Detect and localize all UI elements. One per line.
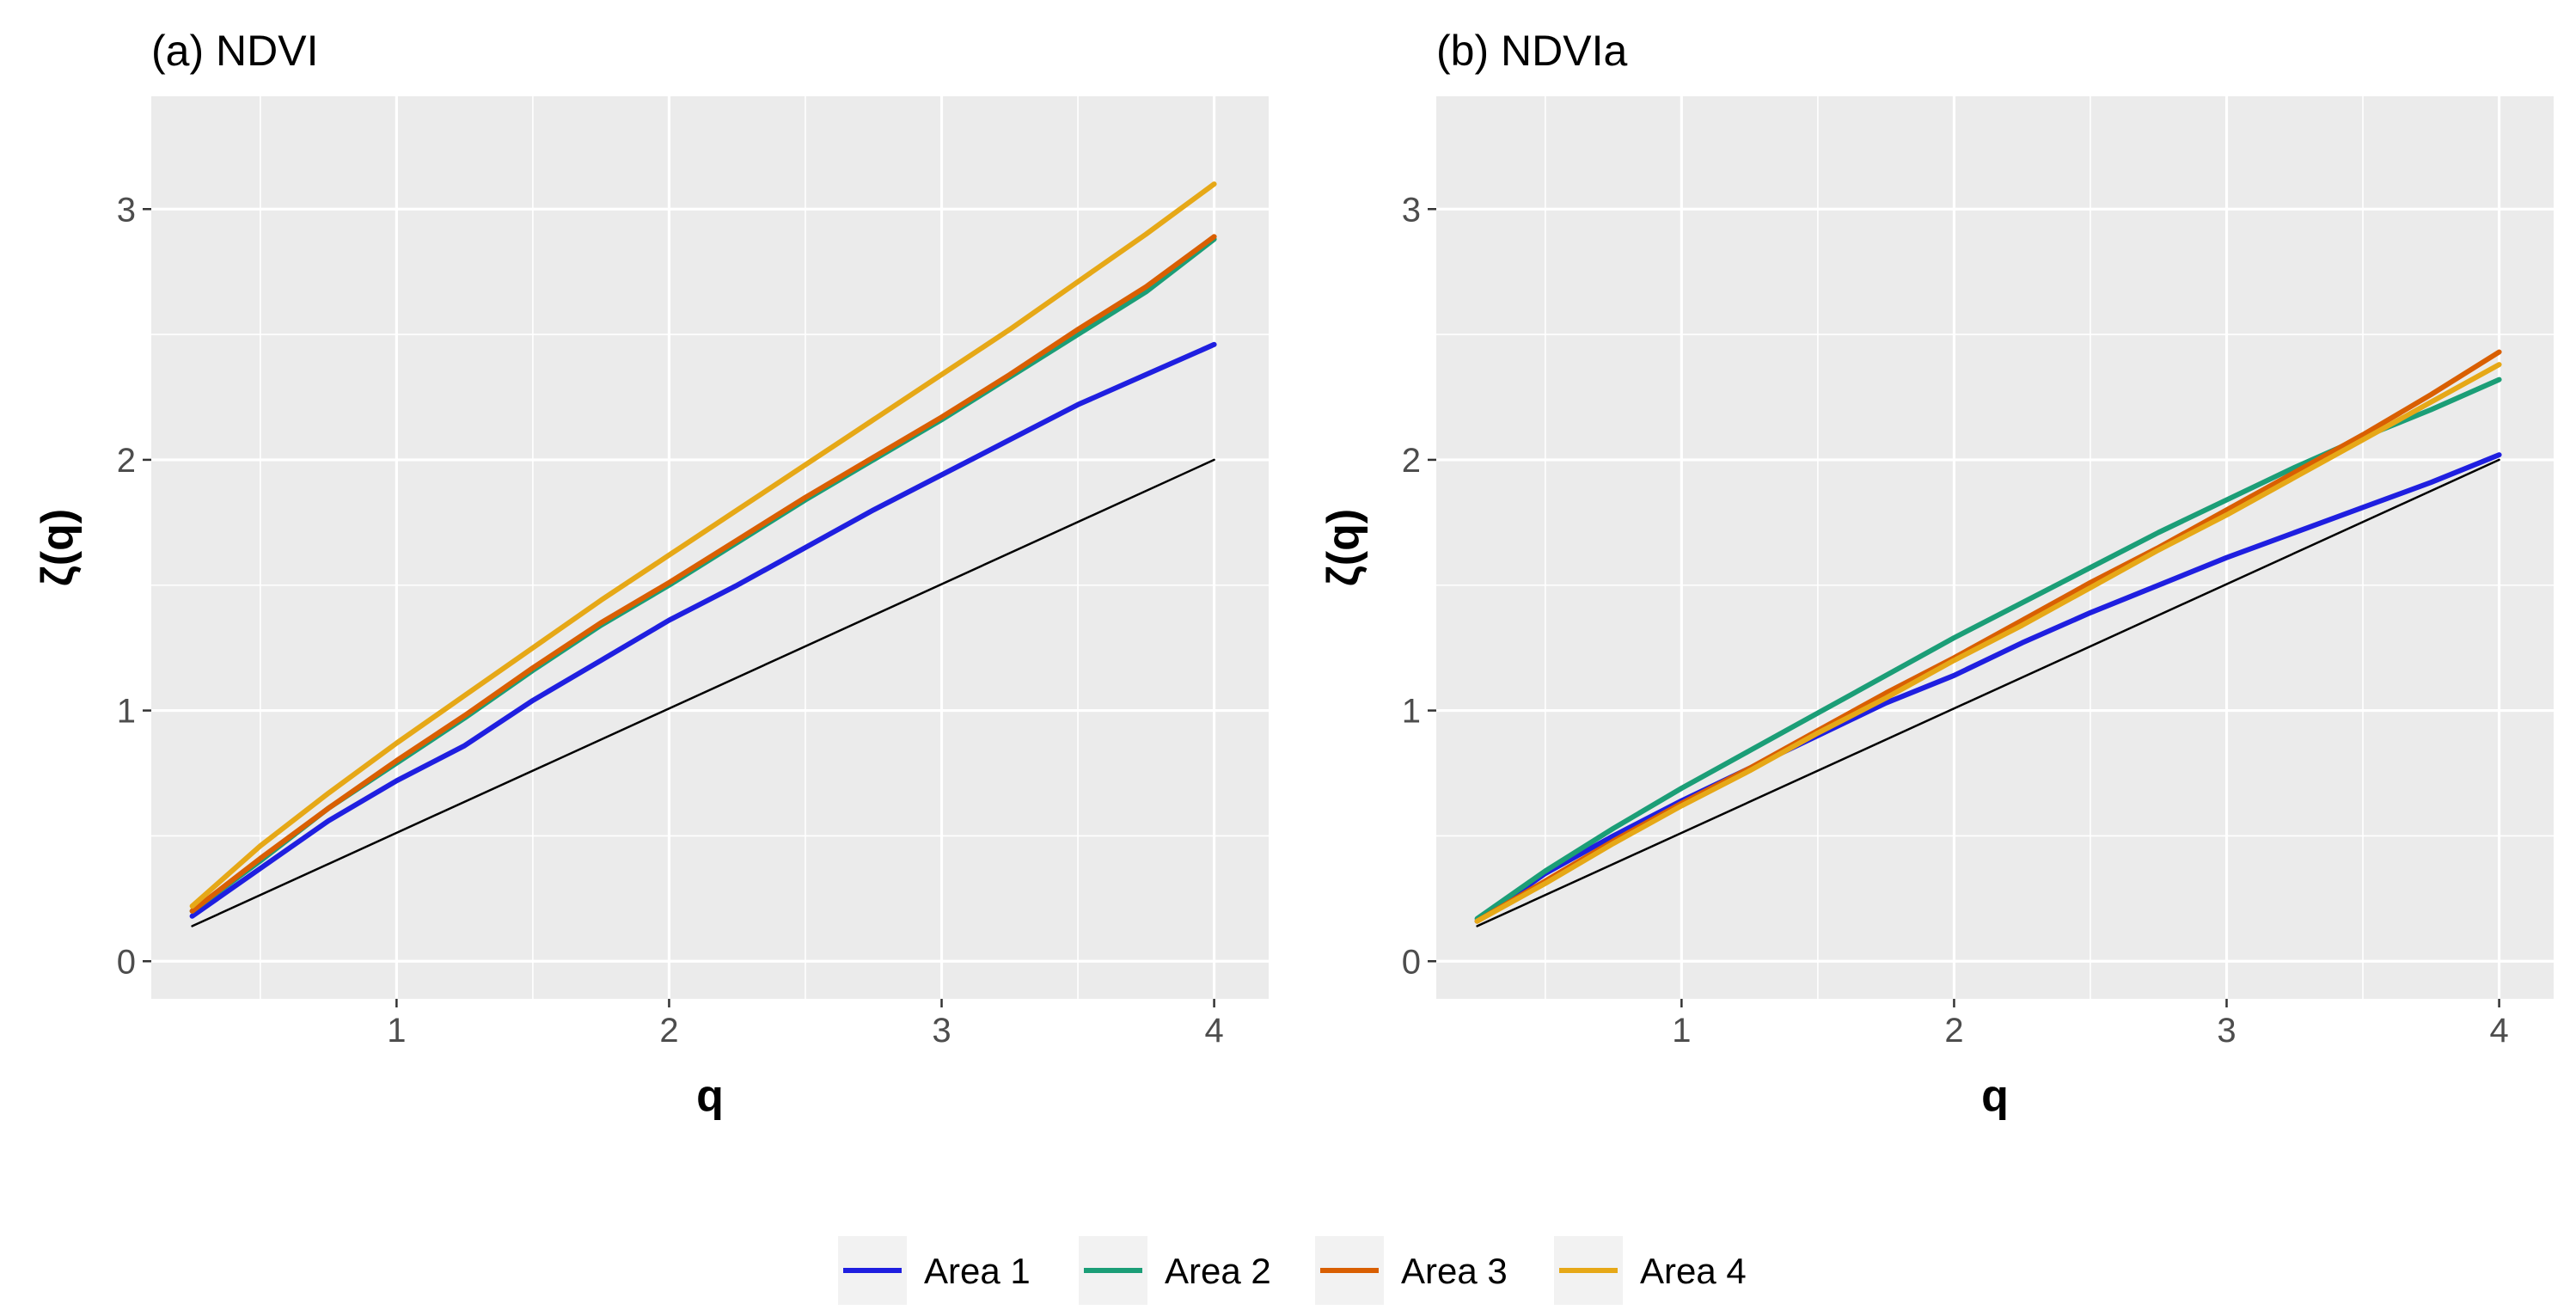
- y-axis-title: ζ(q): [33, 509, 83, 586]
- legend-label: Area 1: [924, 1251, 1031, 1291]
- y-tick-label: 0: [1402, 943, 1421, 981]
- plot-background: [1436, 96, 2554, 999]
- panel-title: (b) NDVIa: [1436, 27, 1627, 75]
- x-tick-label: 1: [1672, 1012, 1691, 1050]
- legend-label: Area 4: [1640, 1251, 1747, 1291]
- y-tick-label: 0: [117, 943, 136, 981]
- series-line-area-4: [1474, 362, 2502, 924]
- series-line-area-1: [1474, 452, 2502, 924]
- y-tick-label: 3: [1402, 191, 1421, 229]
- legend-label: Area 2: [1165, 1251, 1271, 1291]
- x-tick-label: 3: [932, 1012, 951, 1050]
- y-tick-label: 1: [1402, 693, 1421, 731]
- panel-ndvia: 1 2 3 4 0 1 2 3 (b) NDVIa q ζ(q): [1319, 27, 2554, 1121]
- panel-title: (a) NDVI: [151, 27, 318, 75]
- plot-background: [151, 96, 1269, 999]
- x-tick-label: 3: [2217, 1012, 2236, 1050]
- reference-line: [1476, 458, 2500, 927]
- x-tick-label: 1: [387, 1012, 406, 1050]
- y-axis-title: ζ(q): [1319, 509, 1368, 586]
- series-line-area-1: [189, 341, 1217, 919]
- x-tick-label: 4: [2489, 1012, 2508, 1050]
- y-tick-label: 2: [117, 442, 136, 480]
- x-tick-label: 2: [1944, 1012, 1963, 1050]
- legend: Area 1 Area 2 Area 3 Area 4: [838, 1236, 1747, 1305]
- y-tick-label: 3: [117, 191, 136, 229]
- x-axis-title: q: [1981, 1071, 2009, 1121]
- y-tick-label: 2: [1402, 442, 1421, 480]
- series-line-area-3: [189, 234, 1217, 914]
- legend-label: Area 3: [1401, 1251, 1508, 1291]
- reference-line: [191, 458, 1215, 927]
- y-tick-label: 1: [117, 693, 136, 731]
- panel-ndvi: 1 2 3 4 0 1 2 3 (a) NDVI q ζ(q): [33, 27, 1269, 1121]
- series-line-area-4: [189, 181, 1217, 909]
- x-tick-label: 4: [1204, 1012, 1223, 1050]
- x-tick-label: 2: [659, 1012, 678, 1050]
- x-axis-title: q: [696, 1071, 724, 1121]
